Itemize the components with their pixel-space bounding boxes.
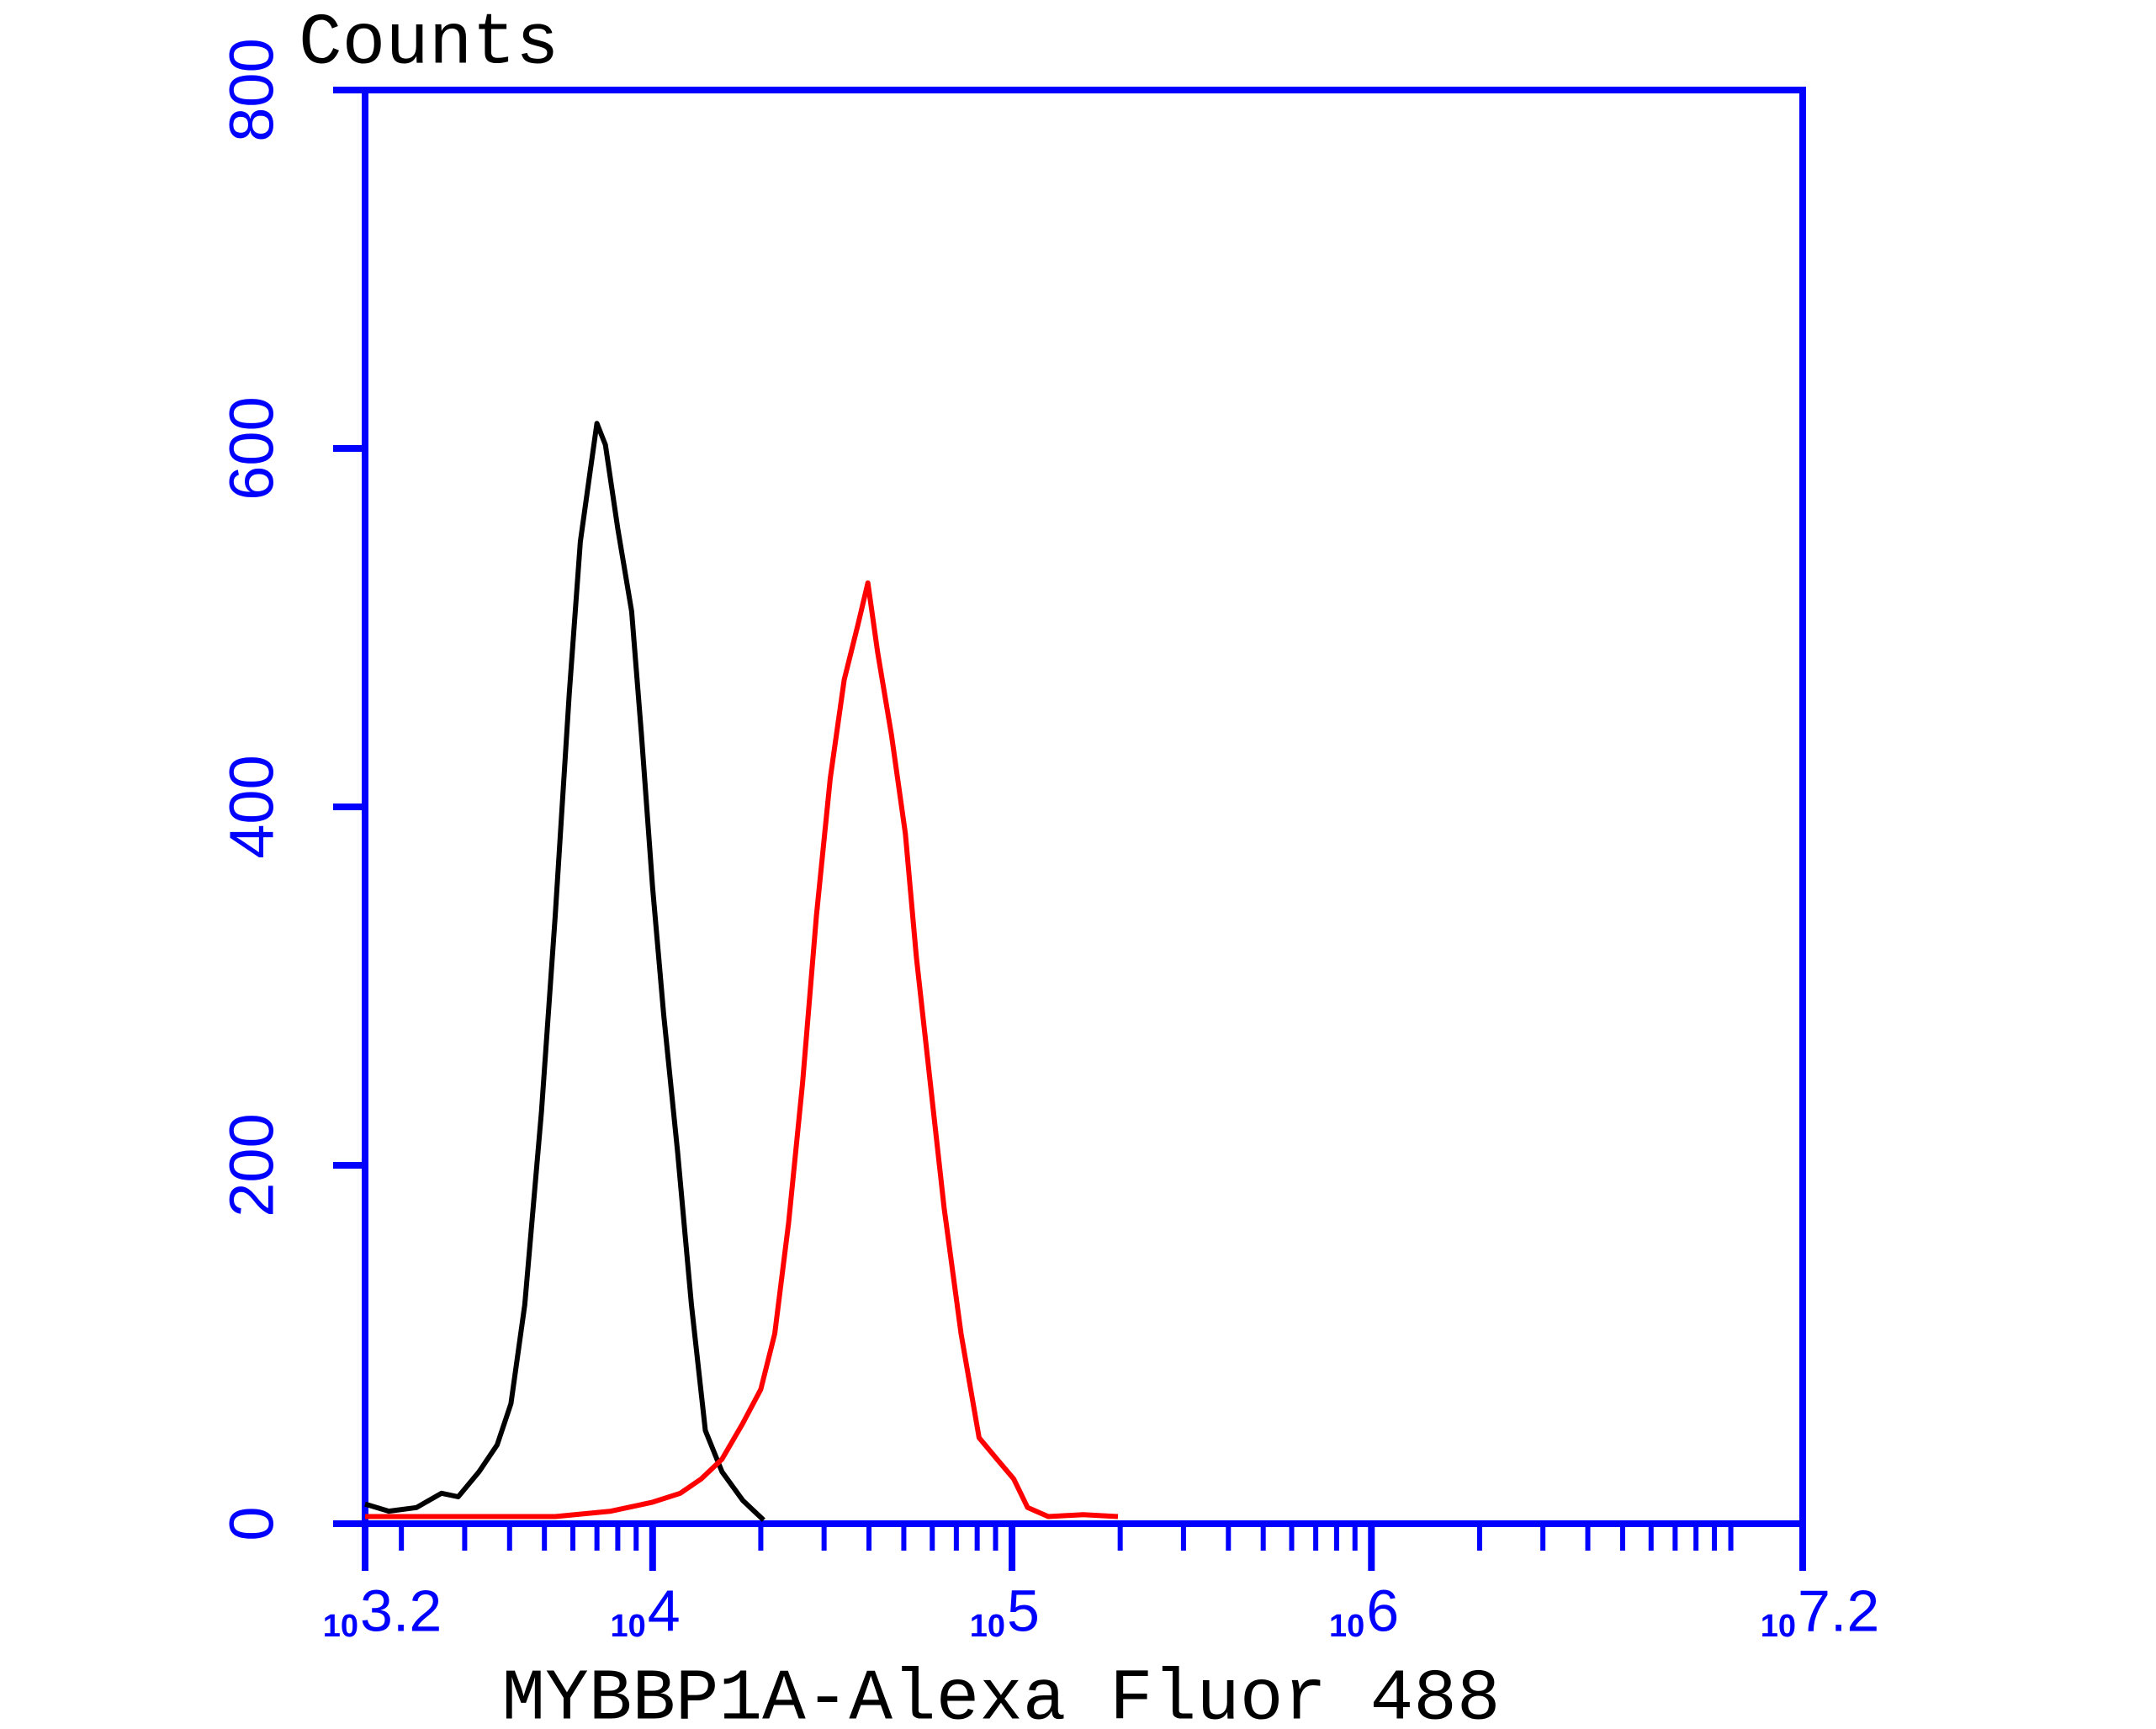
plot-frame <box>362 87 1806 1527</box>
x-tick-label: 10 <box>611 1609 646 1644</box>
y-tick-label: 800 <box>217 38 287 141</box>
x-tick-label: 10 <box>1329 1609 1364 1644</box>
x-tick-label: 10 <box>323 1609 358 1644</box>
y-tick-label: 400 <box>217 755 287 858</box>
x-tick-label: 10 <box>970 1609 1005 1644</box>
x-tick-label: 5 <box>1007 1578 1040 1643</box>
y-tick-label: 200 <box>217 1113 287 1217</box>
histogram-line <box>365 580 1119 1520</box>
y-tick-label: 0 <box>217 1506 287 1541</box>
y-tick-label: 600 <box>217 396 287 500</box>
x-tick-label: 3.2 <box>360 1578 442 1643</box>
x-tick-label: 10 <box>1761 1609 1796 1644</box>
x-tick-label: 4 <box>648 1578 681 1643</box>
x-axis-label: MYBBP1A-Alexa Fluor 488 <box>502 1658 1501 1729</box>
x-tick-label: 6 <box>1366 1578 1399 1643</box>
histogram-line <box>364 421 765 1522</box>
y-axis-label: Counts <box>299 3 559 85</box>
x-tick-label: 7.2 <box>1798 1578 1879 1643</box>
